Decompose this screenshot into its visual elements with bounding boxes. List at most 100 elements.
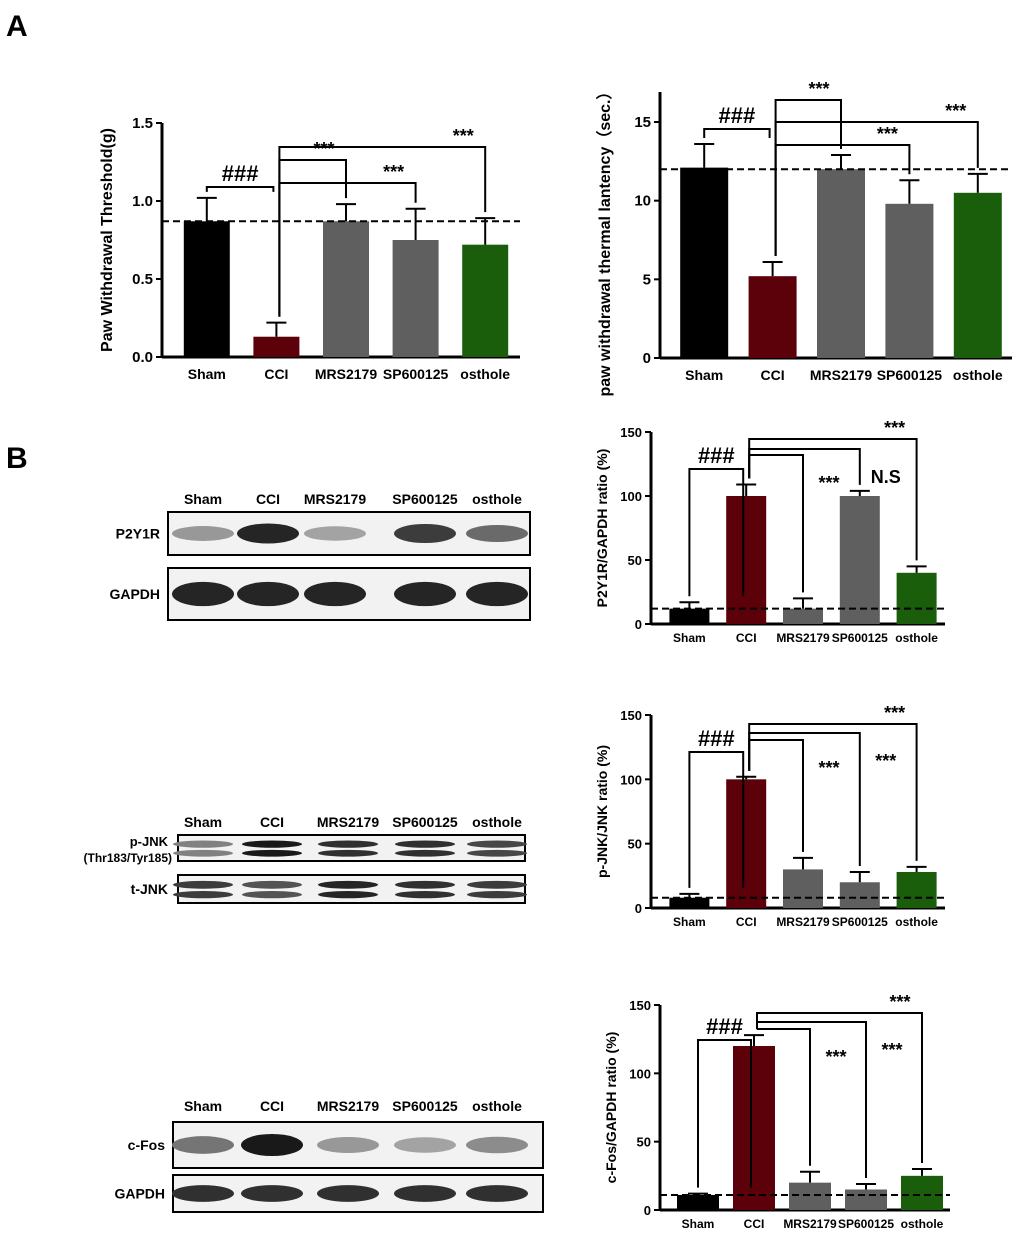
blot-frame [177,834,526,862]
significance-bracket [278,146,487,317]
bar-sp600125 [392,240,439,357]
blot-band [237,523,299,544]
bar-mrs2179 [817,169,865,358]
blot-band [467,840,527,848]
y-tick-label: 0.0 [132,349,153,366]
significance-bracket [703,128,771,139]
y-tick-label: 1.0 [132,193,153,210]
significance-label: *** [889,992,910,1012]
blot-lane-label: CCI [260,1098,284,1114]
bar-sp600125 [839,882,880,908]
bar-sp600125 [845,1189,887,1210]
x-tick-label: Sham [682,1217,715,1231]
blot-row-label: c-Fos [128,1137,166,1153]
significance-label: *** [313,139,334,159]
blot-lane-label: MRS2179 [317,1098,379,1114]
panel-label-a: A [6,10,28,43]
bar-mrs2179 [783,608,823,624]
blot-band [173,840,233,848]
y-tick-label: 100 [629,1066,651,1081]
blot-band [173,890,233,899]
x-tick-label: CCI [736,915,757,929]
significance-label: *** [818,473,839,493]
x-tick-label: MRS2179 [783,1217,837,1231]
bar-osthole [462,244,509,357]
blot-band [242,840,302,848]
blot-band [241,1185,303,1202]
blot-band [394,1137,456,1153]
x-tick-label: osthole [895,915,938,929]
y-tick-label: 5 [643,271,651,288]
bar-cci [733,1046,775,1210]
blot-band [242,849,302,857]
significance-label: ### [706,1014,743,1039]
blot-band [304,581,366,607]
significance-label: ### [698,443,735,468]
y-tick-label: 50 [637,1135,651,1150]
x-tick-label: osthole [953,367,1003,383]
blot-band [467,849,527,857]
blot-lane-label: osthole [472,1098,522,1114]
blot-band [466,524,528,543]
y-tick-label: 50 [628,553,642,568]
blot-band [318,880,378,889]
significance-bracket [748,723,918,861]
significance-bracket [748,438,918,561]
y-tick-label: 50 [628,837,642,852]
y-tick-label: 10 [634,193,651,210]
blot-lane-label: SP600125 [392,814,458,830]
y-tick-label: 0 [635,901,642,916]
bar-osthole [953,192,1002,358]
y-tick-label: 0.5 [132,271,153,288]
blot-band [394,1185,456,1202]
blot-band [395,840,455,848]
blot-band [172,581,234,607]
bar-mrs2179 [789,1182,831,1210]
y-axis-label: P2Y1R/GAPDH ratio (%) [594,449,610,608]
y-axis-label: paw withdrawal thermal lantency（sec.） [596,84,614,397]
x-tick-label: Sham [673,915,706,929]
x-tick-label: osthole [901,1217,944,1231]
blot-band [395,849,455,857]
blot-band [395,890,455,899]
blot-band [304,526,366,541]
blot-lane-label: osthole [472,814,522,830]
blot-band [172,526,234,541]
blot-band [173,880,233,889]
significance-label: *** [881,1040,902,1060]
blot-band [317,1185,379,1202]
bar-sham [680,167,729,358]
significance-bracket [688,751,745,888]
blot-band [242,880,302,889]
bar-cci [726,496,767,624]
blot-band [318,849,378,857]
blot-lane-label: MRS2179 [317,814,379,830]
x-tick-label: SP600125 [838,1217,894,1231]
significance-label: ### [719,103,756,128]
significance-bracket [205,186,275,192]
blot-band [241,1133,303,1157]
x-tick-label: CCI [264,366,288,382]
panel-label-b: B [6,442,28,475]
blot-lane-label: MRS2179 [304,491,366,507]
significance-bracket [774,121,979,257]
bar-sp600125 [885,203,934,358]
y-tick-label: 150 [629,998,651,1013]
x-tick-label: CCI [744,1217,765,1231]
y-tick-label: 0 [644,1203,651,1218]
y-axis-label: Paw Withdrawal Threshold(g) [99,128,116,352]
significance-label: *** [383,162,404,182]
blot-band [466,1136,528,1154]
x-tick-label: MRS2179 [810,367,872,383]
bar-osthole [901,1175,943,1210]
significance-label: *** [875,751,896,771]
y-tick-label: 100 [620,489,642,504]
significance-label: ### [222,161,259,186]
blot-band [394,523,456,544]
significance-label: *** [453,126,474,146]
blot-row-label: GAPDH [109,586,160,602]
significance-label: ### [698,726,735,751]
bar-mrs2179 [783,869,823,908]
blot-lane-label: Sham [184,491,222,507]
blot-band [237,581,299,607]
